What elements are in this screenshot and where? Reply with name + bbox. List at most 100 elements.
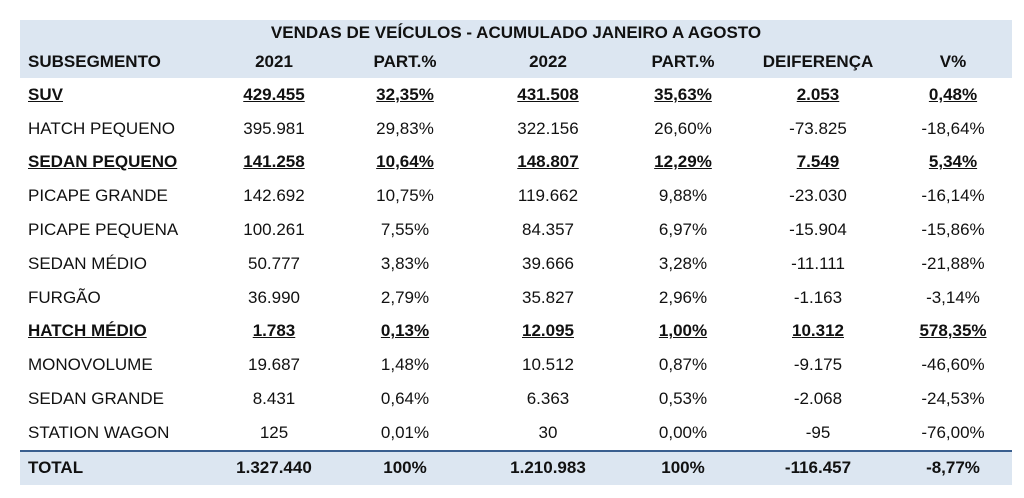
table-cell: 3,28% (658, 253, 708, 273)
table-cell: 395.981 (243, 118, 305, 138)
row-label: SUV (28, 84, 63, 104)
column-header: PART.% (651, 51, 715, 71)
table-row: FURGÃO 36.990 2,79% 35.827 2,96% -1.163 -3,14% (20, 281, 1012, 315)
table-cell: 0,01% (380, 422, 430, 442)
table-cell: 50.777 (248, 253, 300, 273)
table-cell: 35,63% (654, 84, 712, 104)
row-label: FURGÃO (28, 287, 101, 307)
column-header: SUBSEGMENTO (28, 51, 161, 71)
table-cell: -46,60% (921, 355, 985, 375)
table-cell: 39.666 (522, 253, 574, 273)
table-row: SEDAN MÉDIO 50.777 3,83% 39.666 3,28% -11.111… (20, 247, 1012, 281)
table-cell: 100.261 (243, 220, 305, 240)
table-cell: -23.030 (789, 186, 847, 206)
table-cell: 32,35% (376, 84, 434, 104)
table-cell: -15.904 (789, 220, 847, 240)
row-label: PICAPE GRANDE (28, 186, 168, 206)
table-cell: 6.363 (526, 389, 570, 409)
table-cell: 5,34% (928, 152, 978, 172)
row-label: MONOVOLUME (28, 355, 153, 375)
table-cell: 322.156 (517, 118, 579, 138)
table-row: SEDAN PEQUENO 141.258 10,64% 148.807 12,29% 7… (20, 146, 1012, 180)
column-header: 2022 (529, 51, 567, 71)
table-cell: 0,53% (658, 389, 708, 409)
table-cell: 119.662 (517, 186, 579, 206)
table-cell: -2.068 (793, 389, 843, 409)
table-cell: 2.053 (796, 84, 840, 104)
table-cell: 0,00% (658, 422, 708, 442)
table-cell: 7,55% (380, 220, 430, 240)
table-cell: 1.327.440 (236, 458, 312, 478)
table-cell: 26,60% (654, 118, 712, 138)
row-label: SEDAN PEQUENO (28, 152, 178, 172)
row-label: HATCH MÉDIO (28, 321, 147, 341)
table-cell: 148.807 (517, 152, 579, 172)
table-cell: -16,14% (921, 186, 985, 206)
table-cell: 30 (538, 422, 558, 442)
column-header: V% (939, 51, 967, 71)
table-cell: -24,53% (921, 389, 985, 409)
table-cell: 429.455 (243, 84, 305, 104)
table-cell: 10,75% (376, 186, 434, 206)
table-row: HATCH PEQUENO 395.981 29,83% 322.156 26,60% -… (20, 112, 1012, 146)
table-cell: 1.210.983 (510, 458, 586, 478)
table-cell: 35.827 (522, 287, 574, 307)
table-cell: 29,83% (376, 118, 434, 138)
table-row: MONOVOLUME 19.687 1,48% 10.512 0,87% -9.175 -4… (20, 348, 1012, 382)
table-cell: 8.431 (252, 389, 296, 409)
sales-table: VENDAS DE VEÍCULOS - ACUMULADO JANEIRO A… (20, 20, 1012, 485)
table-cell: 0,13% (380, 321, 430, 341)
table-cell: -73.825 (789, 118, 847, 138)
table-cell: 2,79% (380, 287, 430, 307)
column-header: PART.% (373, 51, 437, 71)
table-title: VENDAS DE VEÍCULOS - ACUMULADO JANEIRO A… (20, 20, 1012, 45)
table-cell: 125 (259, 422, 289, 442)
row-label: HATCH PEQUENO (28, 118, 176, 138)
table-cell: -116.457 (784, 458, 852, 478)
table-cell: 578,35% (919, 321, 987, 341)
row-label: TOTAL (28, 458, 84, 478)
table-cell: 9,88% (658, 186, 708, 206)
table-cell: -11.111 (791, 253, 845, 273)
table-row: SUV 429.455 32,35% 431.508 35,63% 2.053 0,48% (20, 78, 1012, 112)
table-cell: 7.549 (796, 152, 840, 172)
table-cell: -21,88% (921, 253, 985, 273)
table-cell: 10,64% (376, 152, 434, 172)
table-cell: 142.692 (243, 186, 305, 206)
table-cell: -76,00% (921, 422, 985, 442)
table-cell: 0,64% (380, 389, 430, 409)
table-cell: -3,14% (926, 287, 980, 307)
row-label: STATION WAGON (28, 422, 170, 442)
row-label: SEDAN MÉDIO (28, 253, 148, 273)
table-cell: 1.783 (252, 321, 296, 341)
row-label: PICAPE PEQUENA (28, 220, 179, 240)
table-cell: -15,86% (921, 220, 985, 240)
table-row: SEDAN GRANDE 8.431 0,64% 6.363 0,53% -2.068 -2… (20, 382, 1012, 416)
table-cell: -18,64% (921, 118, 985, 138)
table-row: HATCH MÉDIO 1.783 0,13% 12.095 1,00% 10.312 57… (20, 315, 1012, 349)
table-cell: 10.312 (792, 321, 844, 341)
table-cell: 0,87% (658, 355, 708, 375)
table-cell: 36.990 (248, 287, 300, 307)
table-cell: 10.512 (522, 355, 574, 375)
table-cell: 6,97% (658, 220, 708, 240)
table-cell: 2,96% (658, 287, 708, 307)
table-row: PICAPE GRANDE 142.692 10,75% 119.662 9,88% -2… (20, 179, 1012, 213)
header-row: SUBSEGMENTO 2021 PART.% 2022 PART.% DEIFERENÇ… (20, 45, 1012, 78)
table-cell: -1.163 (793, 287, 843, 307)
table-cell: 431.508 (517, 84, 579, 104)
table-cell: 84.357 (522, 220, 574, 240)
table-cell: 100% (661, 458, 705, 478)
column-header: 2021 (255, 51, 293, 71)
table-cell: -95 (805, 422, 831, 442)
table-cell: -8,77% (926, 458, 980, 478)
table-cell: 1,48% (380, 355, 430, 375)
row-label: SEDAN GRANDE (28, 389, 165, 409)
table-row: STATION WAGON 125 0,01% 30 0,00% -95 -76,00% (20, 416, 1012, 450)
table-cell: 141.258 (243, 152, 305, 172)
table-cell: 12.095 (522, 321, 574, 341)
table-cell: 0,48% (928, 84, 978, 104)
table-cell: 12,29% (654, 152, 712, 172)
table-cell: 100% (383, 458, 427, 478)
